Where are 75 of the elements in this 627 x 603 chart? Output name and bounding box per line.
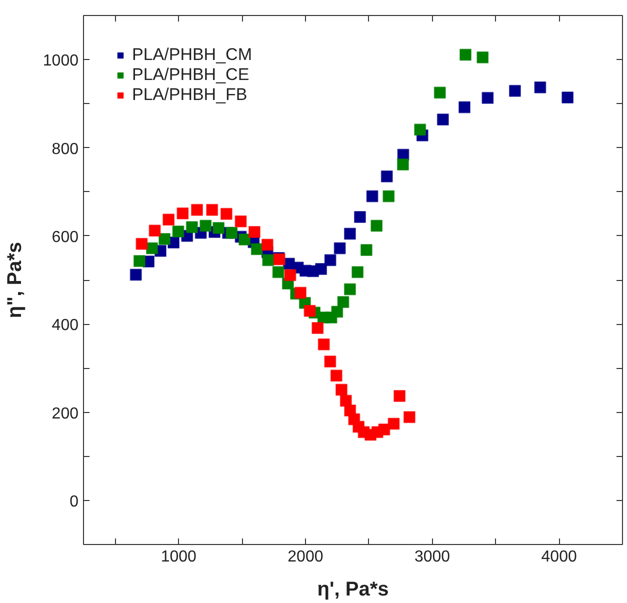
y-tick-label: 800 [52, 140, 79, 158]
point [352, 266, 364, 278]
point [396, 158, 409, 170]
point [220, 208, 232, 220]
point [200, 220, 212, 232]
point [334, 242, 346, 254]
point [294, 286, 306, 299]
point [130, 268, 142, 281]
point [403, 411, 416, 424]
y-axis-title: η", Pa*s [4, 242, 26, 318]
point [158, 233, 171, 246]
point [388, 418, 400, 430]
point [330, 370, 342, 382]
point [312, 322, 324, 334]
legend-label: PLA/PHBH_FB [132, 85, 248, 105]
point [133, 255, 146, 268]
point [226, 226, 238, 239]
point [562, 91, 574, 104]
x-tick-label: 4000 [541, 548, 577, 566]
point [136, 238, 148, 250]
x-tick-label: 3000 [414, 548, 450, 566]
legend-label: PLA/PHBH_CE [132, 65, 250, 85]
y-tick-label: 0 [70, 493, 79, 510]
point [186, 221, 198, 234]
point [172, 226, 184, 238]
point [344, 283, 356, 296]
point [212, 222, 225, 234]
point [382, 190, 395, 202]
point [272, 266, 284, 278]
point [459, 48, 472, 61]
point [250, 243, 263, 256]
x-tick-label: 2000 [288, 548, 324, 566]
point [394, 390, 406, 402]
legend-label: PLA/PHBH_CM [132, 45, 252, 65]
y-tick-label: 1000 [42, 52, 79, 70]
point [262, 254, 274, 266]
point [476, 51, 489, 64]
point [434, 86, 446, 99]
point [482, 92, 494, 104]
point [370, 220, 383, 232]
point [284, 269, 296, 282]
point [324, 356, 336, 368]
point [366, 190, 378, 202]
point [360, 244, 372, 256]
point [191, 204, 204, 216]
point [238, 233, 251, 246]
point [344, 228, 356, 240]
point [331, 306, 344, 318]
point [148, 224, 161, 237]
x-axis-title: η', Pa*s [317, 578, 389, 600]
point [335, 384, 348, 396]
point [378, 423, 390, 436]
point [508, 84, 521, 97]
point [354, 210, 366, 223]
point [234, 215, 247, 228]
point [304, 304, 316, 317]
point [380, 170, 393, 182]
point [146, 242, 158, 254]
point [534, 81, 546, 94]
y-tick-label: 400 [52, 317, 79, 334]
point [206, 204, 218, 216]
y-tick-label: 200 [52, 405, 79, 422]
point [261, 238, 274, 251]
point [162, 214, 175, 226]
point [318, 338, 330, 350]
point [337, 296, 350, 308]
point [414, 124, 426, 136]
point [315, 262, 328, 275]
point [458, 101, 470, 114]
point [324, 254, 336, 266]
point [248, 226, 260, 238]
y-tick-label: 600 [52, 228, 79, 246]
point [176, 207, 189, 220]
point [436, 114, 449, 126]
x-tick-label: 1000 [160, 548, 197, 566]
